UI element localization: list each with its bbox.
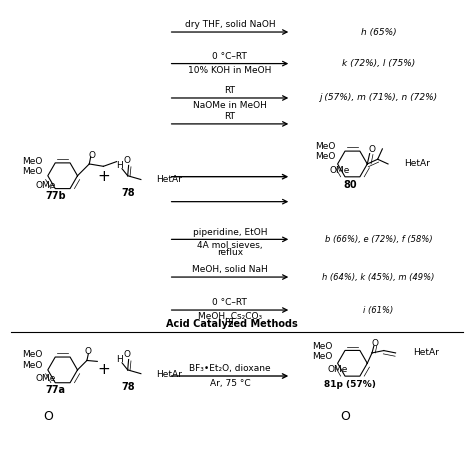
Text: MeO: MeO: [312, 342, 333, 351]
Text: Acid Catalyzed Methods: Acid Catalyzed Methods: [166, 319, 298, 328]
Text: MeOH, Cs₂CO₃: MeOH, Cs₂CO₃: [198, 312, 262, 321]
Text: O: O: [85, 347, 92, 356]
Text: OMe: OMe: [36, 374, 55, 383]
Text: MeO: MeO: [23, 167, 43, 176]
Text: NaOMe in MeOH: NaOMe in MeOH: [193, 100, 267, 109]
Text: MeO: MeO: [312, 352, 333, 361]
Text: +: +: [98, 169, 110, 184]
Text: MeO: MeO: [23, 157, 43, 166]
Text: h (64%), k (45%), m (49%): h (64%), k (45%), m (49%): [322, 273, 435, 282]
Text: RT: RT: [224, 318, 236, 327]
Text: 78: 78: [122, 188, 136, 198]
Text: OMe: OMe: [36, 181, 55, 190]
Text: OMe: OMe: [329, 165, 350, 174]
Text: i (61%): i (61%): [363, 306, 393, 315]
Text: j (57%), m (71%), n (72%): j (57%), m (71%), n (72%): [319, 93, 438, 102]
Text: MeOH, solid NaH: MeOH, solid NaH: [192, 265, 268, 274]
Text: reflux: reflux: [217, 247, 243, 256]
Text: RT: RT: [224, 86, 236, 95]
Text: HetAr: HetAr: [156, 370, 182, 379]
Text: 0 °C–RT: 0 °C–RT: [212, 299, 247, 308]
Text: O: O: [123, 350, 130, 359]
Text: 80: 80: [343, 180, 357, 190]
Text: H: H: [116, 161, 123, 170]
Text: k (72%), l (75%): k (72%), l (75%): [342, 59, 415, 68]
Text: b (66%), e (72%), f (58%): b (66%), e (72%), f (58%): [325, 235, 432, 244]
Text: BF₃•Et₂O, dioxane: BF₃•Et₂O, dioxane: [189, 364, 271, 373]
Text: 10% KOH in MeOH: 10% KOH in MeOH: [188, 66, 272, 75]
Text: MeO: MeO: [23, 350, 43, 359]
Text: 77a: 77a: [46, 385, 65, 395]
Text: RT: RT: [224, 112, 236, 121]
Text: piperidine, EtOH: piperidine, EtOH: [193, 228, 267, 237]
Text: h (65%): h (65%): [361, 27, 396, 36]
Text: 0 °C–RT: 0 °C–RT: [212, 52, 247, 61]
Text: +: +: [98, 363, 110, 377]
Text: MeO: MeO: [315, 153, 335, 161]
Text: O: O: [340, 410, 350, 422]
Text: O: O: [368, 146, 375, 155]
Text: H: H: [116, 355, 123, 364]
Text: MeO: MeO: [23, 361, 43, 370]
Text: HetAr: HetAr: [156, 175, 182, 184]
Text: dry THF, solid NaOH: dry THF, solid NaOH: [184, 20, 275, 29]
Text: OMe: OMe: [328, 365, 348, 374]
Text: O: O: [371, 339, 378, 348]
Text: HetAr: HetAr: [413, 348, 439, 357]
Text: 77b: 77b: [45, 191, 66, 201]
Text: HetAr: HetAr: [404, 159, 430, 168]
Text: O: O: [123, 156, 130, 165]
Text: O: O: [88, 151, 95, 160]
Text: Ar, 75 °C: Ar, 75 °C: [210, 379, 250, 388]
Text: 81p (57%): 81p (57%): [324, 380, 376, 389]
Text: 4A mol sieves,: 4A mol sieves,: [197, 241, 263, 250]
Text: O: O: [44, 410, 54, 422]
Text: MeO: MeO: [315, 142, 335, 151]
Text: 78: 78: [122, 383, 136, 392]
